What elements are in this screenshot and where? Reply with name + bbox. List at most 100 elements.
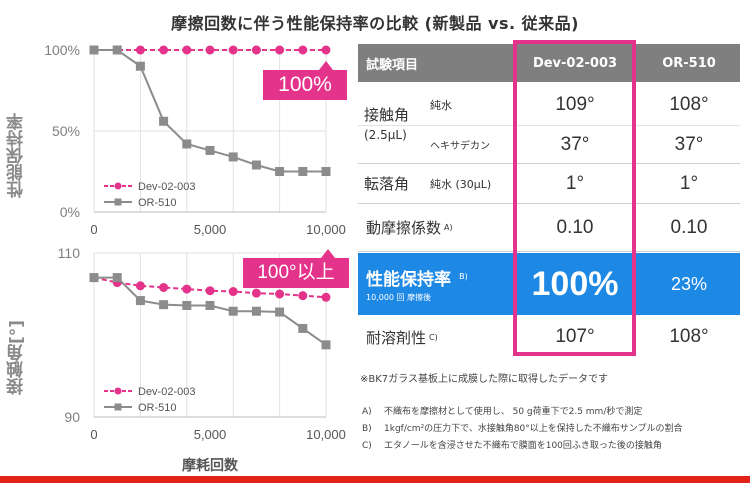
- data-point-dev-02-003: [275, 45, 285, 55]
- table-row-retention: 性能保持率 B) 10,000 回 摩擦後 100% 23%: [358, 253, 740, 315]
- data-point-or-510: [89, 273, 99, 283]
- x-tick-label: 5,000: [194, 222, 227, 237]
- y-tick-label: 100%: [44, 42, 80, 58]
- data-point-or-510: [135, 296, 145, 306]
- legend-label: OR-510: [138, 197, 177, 209]
- table-row-sliding: 転落角 純水 (30μL) 1° 1°: [358, 164, 740, 204]
- footnote-a-text: 不織布を摩擦材として使用し、 50 g荷重下で2.5 mm/秒で測定: [384, 407, 643, 417]
- legend-marker: [114, 182, 122, 190]
- retention-dev-value: 100%: [531, 264, 619, 303]
- sliding-dev-value: 1°: [565, 172, 585, 194]
- data-point-or-510: [298, 167, 308, 176]
- data-point-dev-02-003: [321, 45, 331, 55]
- header-dev: Dev-02-003: [532, 55, 618, 71]
- page-title: 摩擦回数に伴う性能保持率の比較 (新製品 vs. 従来品): [171, 14, 579, 33]
- legend-marker: [114, 198, 122, 206]
- data-point-or-510: [275, 167, 285, 176]
- data-point-dev-02-003: [298, 45, 308, 55]
- friction-or-value: 0.10: [670, 216, 708, 238]
- legend-marker: [114, 403, 122, 411]
- note-main: ※BK7ガラス基板上に成膜した際に取得したデータです: [360, 374, 608, 385]
- retention-callout: 100%: [263, 61, 347, 100]
- header-item: 試験項目: [366, 57, 419, 73]
- data-point-dev-02-003: [298, 291, 308, 301]
- solvent-or-value: 108°: [669, 326, 709, 347]
- x-tick-label: 0: [90, 427, 97, 442]
- data-point-dev-02-003: [159, 282, 169, 292]
- hexadecane-dev-value: 37°: [560, 133, 590, 155]
- legend-label: Dev-02-003: [138, 181, 195, 193]
- solvent-sup: C): [429, 332, 438, 342]
- data-point-dev-02-003: [275, 289, 285, 299]
- friction-label: 動摩擦係数: [366, 219, 442, 237]
- retention-chart: 0% 50% 100% 0 5,000 10,000 Dev-02-003 OR-510: [44, 42, 346, 237]
- solvent-dev-value: 107°: [555, 326, 595, 347]
- bottom-accent-bar: [0, 476, 750, 483]
- data-point-dev-02-003: [135, 281, 145, 291]
- footnote-b-text: 1kgf/cm²の圧力下で、水接触角80°以上を保持した不織布サンプルの割合: [384, 424, 683, 434]
- data-point-or-510: [205, 300, 215, 310]
- footnote-c: C) エタノールを含浸させた不織布で膜面を100回ふき取った後の接触角: [362, 438, 662, 451]
- y-tick-label: 0%: [60, 204, 80, 220]
- data-point-dev-02-003: [251, 45, 261, 55]
- table-row-solvent: 耐溶剤性 C) 107° 108°: [358, 316, 740, 358]
- data-point-or-510: [251, 160, 261, 170]
- data-point-dev-02-003: [135, 45, 145, 55]
- x-tick-label: 10,000: [306, 222, 346, 237]
- retention-label: 性能保持率: [366, 270, 451, 290]
- data-point-dev-02-003: [321, 292, 331, 302]
- retention-or-value: 23%: [670, 273, 708, 294]
- x-tick-label: 10,000: [306, 427, 346, 442]
- water-dev-value: 109°: [555, 93, 595, 115]
- data-point-or-510: [205, 145, 215, 155]
- data-point-dev-02-003: [228, 287, 238, 297]
- header-or: OR-510: [662, 55, 716, 71]
- y-tick-label: 110: [58, 245, 81, 261]
- contact-angle-unit: (2.5μL): [364, 128, 407, 142]
- data-point-or-510: [159, 300, 169, 310]
- legend-marker: [114, 387, 122, 395]
- legend-label: OR-510: [138, 402, 177, 414]
- data-point-or-510: [112, 273, 122, 283]
- data-point-or-510: [182, 139, 192, 149]
- legend-label: Dev-02-003: [138, 386, 195, 398]
- sliding-or-value: 1°: [679, 172, 699, 194]
- table-row-water: 接触角 純水 109° 108°: [358, 84, 740, 126]
- contact-angle-chart: 90 110 0 5,000 10,000 Dev-02-003 OR-510: [58, 245, 346, 442]
- data-point-dev-02-003: [159, 45, 169, 55]
- footnote-c-key: C): [362, 441, 372, 451]
- hexadecane-or-value: 37°: [674, 133, 704, 155]
- data-point-or-510: [251, 306, 261, 316]
- y-tick-label: 90: [64, 409, 80, 425]
- table-header-row: 試験項目 Dev-02-003 OR-510: [358, 44, 740, 82]
- contact-angle-label: 接触角: [364, 106, 410, 124]
- comparison-table: 試験項目 Dev-02-003 OR-510 接触角 純水 109° 108° …: [358, 44, 740, 360]
- sliding-sub: 純水 (30μL): [430, 177, 492, 191]
- data-point-dev-02-003: [182, 45, 192, 55]
- sliding-label: 転落角: [364, 175, 410, 193]
- x-tick-label: 5,000: [194, 427, 227, 442]
- y-tick-label: 50%: [52, 123, 80, 139]
- data-point-or-510: [321, 340, 331, 350]
- data-point-or-510: [182, 300, 192, 310]
- data-point-or-510: [135, 61, 145, 71]
- data-point-or-510: [298, 323, 308, 333]
- data-point-or-510: [159, 116, 169, 126]
- data-point-dev-02-003: [205, 45, 215, 55]
- footnote-b: B) 1kgf/cm²の圧力下で、水接触角80°以上を保持した不織布サンプルの割合: [362, 421, 683, 434]
- retention-sup: B): [459, 271, 468, 281]
- data-point-or-510: [89, 45, 99, 55]
- friction-dev-value: 0.10: [556, 216, 594, 238]
- data-point-dev-02-003: [182, 284, 192, 294]
- dev-highlight-frame: [513, 40, 636, 356]
- data-point-or-510: [275, 307, 285, 317]
- data-point-or-510: [228, 306, 238, 316]
- solvent-label: 耐溶剤性: [366, 328, 427, 347]
- water-label: 純水: [430, 98, 452, 112]
- data-point-or-510: [112, 45, 122, 55]
- water-or-value: 108°: [669, 93, 709, 115]
- data-point-or-510: [228, 152, 238, 162]
- chart2-xlabel: 摩耗回数: [182, 458, 238, 474]
- footnote-a: A) 不織布を摩擦材として使用し、 50 g荷重下で2.5 mm/秒で測定: [362, 404, 642, 417]
- data-point-dev-02-003: [205, 286, 215, 296]
